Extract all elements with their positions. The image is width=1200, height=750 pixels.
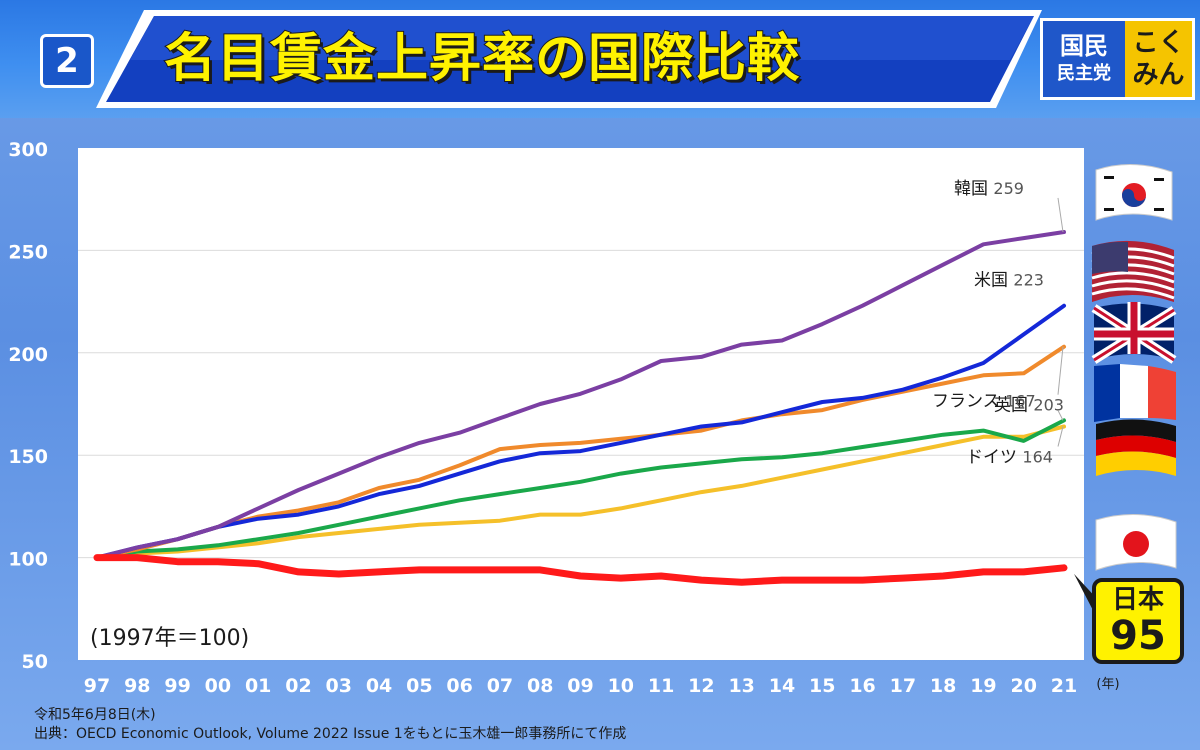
logo-right-panel: こく みん [1125,21,1192,97]
x-tick-label: 05 [406,675,432,697]
series-label-usa: 米国 223 [974,271,1044,291]
series-label-leader [1057,410,1064,421]
japan-badge-name: 日本 [1111,585,1164,615]
x-tick-label: 13 [728,675,754,697]
base-year-note: (1997年＝100) [90,626,250,651]
title-banner-shape [96,10,1042,108]
slide-number-badge: 2 [40,34,94,88]
logo-left-panel: 国民 民主党 [1043,21,1125,97]
x-tick-label: 03 [326,675,352,697]
logo-line1: 国民 [1060,32,1108,60]
series-line-japan [93,554,1068,586]
uk-flag-icon [1091,302,1177,364]
x-tick-label: 11 [648,675,674,697]
x-tick-label: 99 [164,675,190,697]
footer: 令和5年6月8日(木) 出典：OECD Economic Outlook, Vo… [34,706,626,744]
logo-right1: こく [1132,28,1185,58]
y-tick-label: 250 [8,241,48,263]
x-tick-label: 18 [930,675,956,697]
series-line-usa [95,303,1066,560]
x-tick-label: 07 [487,675,513,697]
x-tick-label: 06 [446,675,472,697]
y-axis-ticks: 50 100 150 200 250 300 [8,139,48,673]
grid-lines [78,249,1084,559]
country-flags [1091,163,1177,571]
series-line-france [95,418,1066,560]
x-tick-label: 02 [285,675,311,697]
y-tick-label: 50 [22,651,48,673]
japan-badge-value: 95 [1110,613,1166,659]
x-tick-label: 16 [849,675,875,697]
y-tick-label: 300 [8,139,48,161]
x-tick-label: 21 [1051,675,1077,697]
x-tick-label: 17 [890,675,916,697]
x-tick-label: 00 [205,675,231,697]
x-tick-label: 10 [608,675,634,697]
france-flag-icon [1094,364,1176,422]
x-axis-ticks: 97 98 99 00 01 02 03 04 05 06 07 08 09 10 11 12 13 14 15 16… [84,675,1120,697]
line-chart: 50 100 150 200 250 300 97 98 99 00 01 02 03 04 05 06 07… [8,139,1177,697]
logo-right2: みん [1132,60,1185,90]
x-axis-unit: (年) [1096,677,1119,692]
x-tick-label: 08 [527,675,553,697]
x-tick-label: 20 [1010,675,1036,697]
x-tick-label: 09 [567,675,593,697]
series-line-germany [95,424,1066,560]
footer-source: 出典：OECD Economic Outlook, Volume 2022 Is… [34,726,627,742]
series-label-uk: 英国 203 [994,396,1064,416]
x-tick-label: 04 [366,675,392,697]
y-tick-label: 200 [8,344,48,366]
footer-date: 令和5年6月8日(木) [34,707,156,723]
y-tick-label: 100 [8,549,48,571]
title-banner: 名目賃金上昇率の国際比較 [96,10,1042,108]
x-tick-label: 15 [809,675,835,697]
x-tick-label: 01 [245,675,271,697]
series-line-korea [95,230,1066,560]
page-title: 名目賃金上昇率の国際比較 [163,28,801,90]
series-label-korea: 韓国 259 [954,179,1024,199]
header-banner: 2 名目賃金上昇率の国際比較 国民 民主党 こく みん [0,0,1200,118]
series-label-leader [1057,426,1064,447]
series-label-leader [1057,197,1064,233]
usa-flag-icon [1091,240,1175,302]
x-tick-label: 12 [688,675,714,697]
x-tick-label: 19 [970,675,996,697]
germany-flag-icon [1096,419,1176,476]
japan-flag-icon [1095,514,1177,571]
x-tick-label: 14 [769,675,795,697]
series-label-france: フランス 167 [932,391,1036,411]
japan-value-badge: 日本 95 [1092,578,1184,664]
x-tick-label: 97 [84,675,110,697]
y-tick-label: 150 [8,446,48,468]
series-label-germany: ドイツ 164 [966,448,1053,468]
korea-flag-icon [1095,163,1173,221]
party-logo: 国民 民主党 こく みん [1040,18,1195,100]
series-lines [93,230,1068,586]
x-tick-label: 98 [124,675,150,697]
logo-line2: 民主党 [1057,63,1111,84]
series-label-leader [1057,346,1064,395]
